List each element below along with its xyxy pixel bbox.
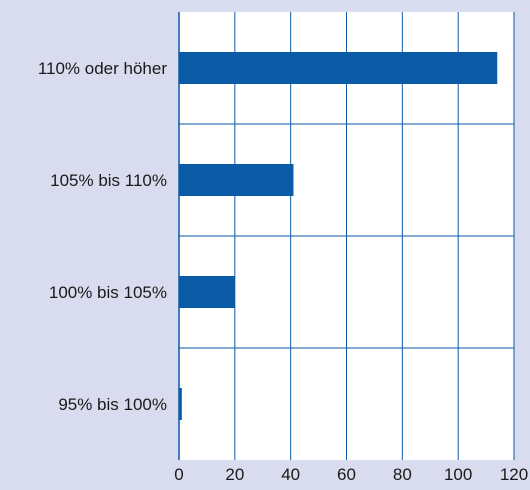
bar <box>179 164 294 196</box>
category-label: 100% bis 105% <box>49 283 167 302</box>
x-axis-tick-labels: 0 20 40 60 80 100 120 <box>174 465 528 484</box>
category-label: 95% bis 100% <box>58 395 167 414</box>
x-tick-label: 40 <box>281 465 300 484</box>
bar <box>179 388 182 420</box>
x-tick-label: 80 <box>393 465 412 484</box>
bar <box>179 276 235 308</box>
category-label: 110% oder höher <box>38 59 168 78</box>
x-tick-label: 20 <box>225 465 244 484</box>
x-tick-label: 0 <box>174 465 183 484</box>
grid-lines <box>178 12 515 460</box>
bar <box>179 52 498 84</box>
x-tick-label: 120 <box>500 465 528 484</box>
bars <box>179 52 498 420</box>
category-label: 105% bis 110% <box>50 171 167 190</box>
x-tick-label: 60 <box>337 465 356 484</box>
x-tick-label: 100 <box>444 465 472 484</box>
category-labels: 110% oder höher 105% bis 110% 100% bis 105… <box>38 59 168 414</box>
